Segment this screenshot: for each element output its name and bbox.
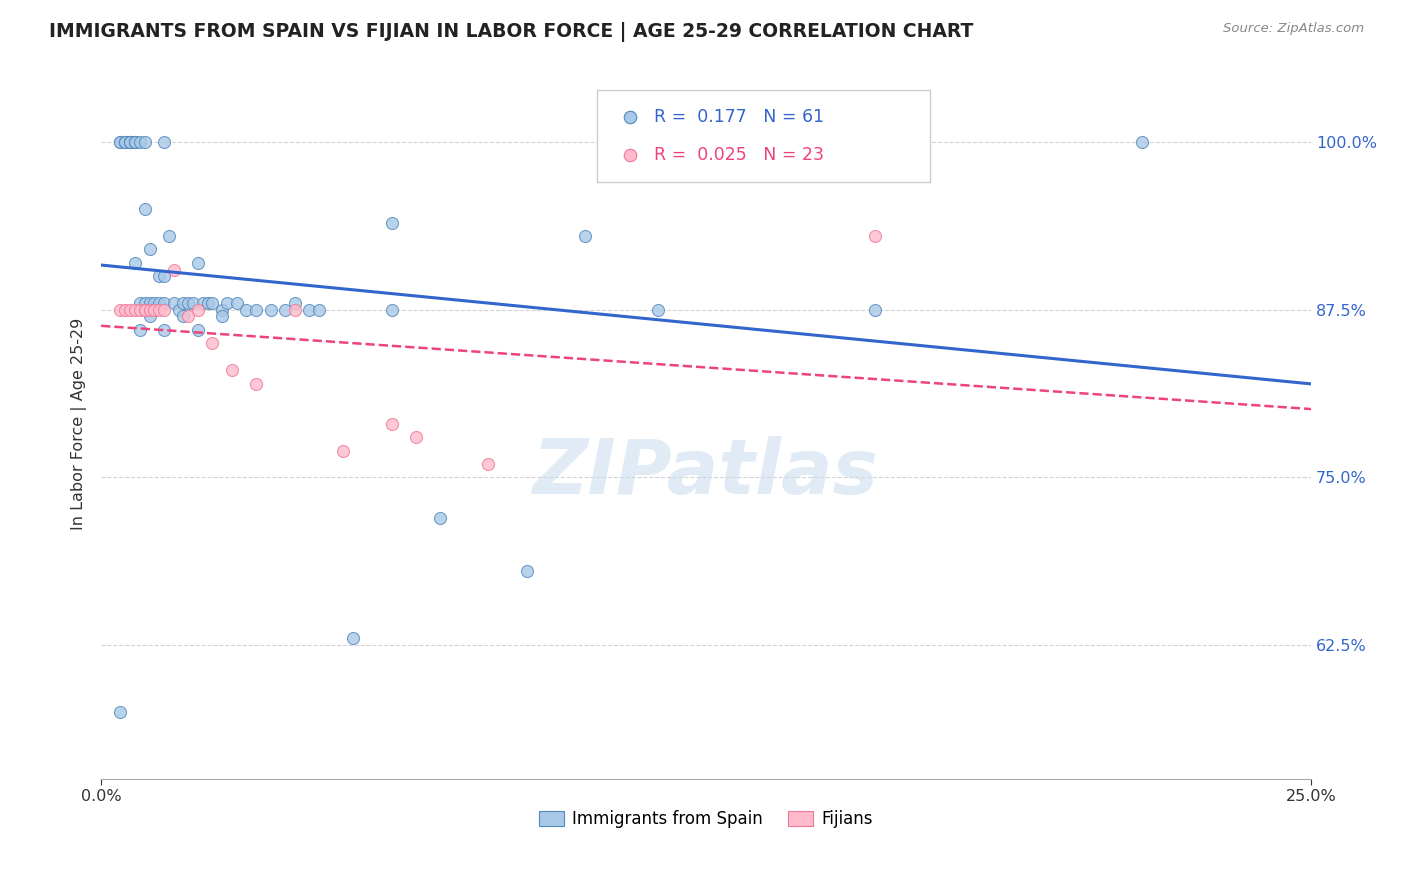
Fijians (128, 302, 150, 317)
Immigrants from Spain (110, 135, 132, 149)
Fijians (332, 443, 354, 458)
Fijians (120, 302, 142, 317)
Immigrants from Spain (172, 296, 194, 310)
Immigrants from Spain (225, 296, 247, 310)
Immigrants from Spain (201, 296, 224, 310)
Immigrants from Spain (172, 310, 194, 324)
Fijians (148, 302, 170, 317)
Immigrants from Spain (298, 302, 321, 317)
Immigrants from Spain (163, 296, 186, 310)
Immigrants from Spain (148, 296, 170, 310)
Immigrants from Spain (128, 296, 150, 310)
Fijians (153, 302, 176, 317)
Immigrants from Spain (274, 302, 297, 317)
Immigrants from Spain (187, 323, 209, 337)
Text: Source: ZipAtlas.com: Source: ZipAtlas.com (1223, 22, 1364, 36)
Fijians (245, 376, 267, 391)
Fijians (477, 457, 499, 471)
Immigrants from Spain (153, 323, 176, 337)
FancyBboxPatch shape (598, 90, 929, 182)
Text: IMMIGRANTS FROM SPAIN VS FIJIAN IN LABOR FORCE | AGE 25-29 CORRELATION CHART: IMMIGRANTS FROM SPAIN VS FIJIAN IN LABOR… (49, 22, 973, 42)
Immigrants from Spain (128, 135, 150, 149)
Immigrants from Spain (138, 310, 160, 324)
Immigrants from Spain (284, 296, 307, 310)
Fijians (134, 302, 156, 317)
Immigrants from Spain (516, 564, 538, 578)
Immigrants from Spain (191, 296, 214, 310)
Fijians (380, 417, 402, 431)
Immigrants from Spain (148, 269, 170, 284)
Immigrants from Spain (259, 302, 281, 317)
Immigrants from Spain (120, 135, 142, 149)
Immigrants from Spain (574, 229, 596, 244)
Immigrants from Spain (114, 135, 136, 149)
Immigrants from Spain (120, 135, 142, 149)
Fijians (405, 430, 427, 444)
Immigrants from Spain (153, 135, 176, 149)
Fijians (124, 302, 146, 317)
Immigrants from Spain (647, 302, 669, 317)
Immigrants from Spain (380, 216, 402, 230)
Fijians (177, 310, 200, 324)
Immigrants from Spain (197, 296, 219, 310)
Immigrants from Spain (153, 269, 176, 284)
Immigrants from Spain (380, 302, 402, 317)
Fijians (143, 302, 166, 317)
Text: ZIPatlas: ZIPatlas (533, 436, 879, 510)
Immigrants from Spain (308, 302, 330, 317)
Fijians (187, 302, 209, 317)
Immigrants from Spain (181, 296, 204, 310)
Immigrants from Spain (167, 302, 190, 317)
Fijians (110, 302, 132, 317)
Fijians (163, 262, 186, 277)
Immigrants from Spain (177, 296, 200, 310)
Immigrants from Spain (128, 323, 150, 337)
Immigrants from Spain (138, 243, 160, 257)
Immigrants from Spain (124, 135, 146, 149)
Fijians (134, 302, 156, 317)
Immigrants from Spain (124, 135, 146, 149)
Immigrants from Spain (245, 302, 267, 317)
Immigrants from Spain (110, 705, 132, 719)
Immigrants from Spain (865, 302, 887, 317)
Immigrants from Spain (211, 310, 233, 324)
Immigrants from Spain (110, 135, 132, 149)
Immigrants from Spain (215, 296, 238, 310)
Legend: Immigrants from Spain, Fijians: Immigrants from Spain, Fijians (533, 803, 880, 835)
Immigrants from Spain (134, 135, 156, 149)
Immigrants from Spain (120, 135, 142, 149)
Fijians (114, 302, 136, 317)
Immigrants from Spain (124, 135, 146, 149)
Immigrants from Spain (143, 296, 166, 310)
Text: R =  0.177   N = 61: R = 0.177 N = 61 (654, 108, 824, 127)
Immigrants from Spain (157, 229, 180, 244)
Immigrants from Spain (114, 135, 136, 149)
Immigrants from Spain (114, 135, 136, 149)
Immigrants from Spain (124, 256, 146, 270)
Immigrants from Spain (235, 302, 257, 317)
Immigrants from Spain (211, 302, 233, 317)
Immigrants from Spain (429, 510, 451, 524)
Fijians (865, 229, 887, 244)
Immigrants from Spain (342, 631, 364, 645)
Immigrants from Spain (187, 256, 209, 270)
Immigrants from Spain (138, 296, 160, 310)
Fijians (221, 363, 243, 377)
Immigrants from Spain (134, 296, 156, 310)
Text: R =  0.025   N = 23: R = 0.025 N = 23 (654, 145, 824, 164)
Y-axis label: In Labor Force | Age 25-29: In Labor Force | Age 25-29 (72, 318, 87, 530)
Immigrants from Spain (1130, 135, 1153, 149)
Fijians (201, 336, 224, 351)
Fijians (138, 302, 160, 317)
Fijians (284, 302, 307, 317)
Immigrants from Spain (134, 202, 156, 217)
Immigrants from Spain (153, 296, 176, 310)
